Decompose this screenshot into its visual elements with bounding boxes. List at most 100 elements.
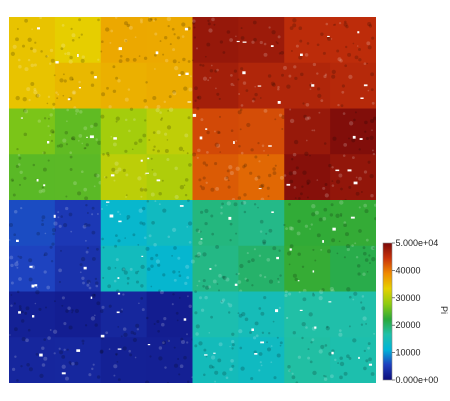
grain-speck	[14, 327, 18, 332]
grain-speck	[195, 47, 199, 50]
void-gap	[77, 54, 79, 57]
grain-speck	[166, 139, 169, 141]
grain-speck	[324, 375, 327, 378]
grain-speck	[260, 364, 263, 367]
grain-speck	[130, 330, 134, 335]
grain-speck	[291, 372, 294, 375]
grain-speck	[31, 28, 33, 31]
mosaic-cell	[238, 245, 285, 293]
grain-speck	[46, 55, 49, 58]
grain-speck	[47, 159, 50, 162]
grain-speck	[370, 194, 374, 198]
grain-speck	[290, 226, 295, 231]
grain-speck	[18, 277, 22, 281]
grain-speck	[28, 367, 33, 372]
grain-speck	[252, 20, 257, 25]
grain-speck	[84, 239, 87, 242]
grain-speck	[52, 329, 58, 334]
grain-speck	[117, 210, 120, 214]
grain-speck	[75, 113, 78, 115]
grain-speck	[17, 255, 20, 258]
grain-speck	[305, 102, 310, 107]
grain-speck	[144, 380, 150, 383]
grain-speck	[367, 160, 371, 164]
grain-speck	[206, 130, 210, 135]
grain-speck	[181, 35, 185, 38]
grain-speck	[137, 176, 142, 181]
grain-speck	[140, 195, 143, 198]
grain-speck	[100, 40, 104, 44]
grain-speck	[158, 346, 163, 350]
grain-speck	[108, 304, 112, 308]
grain-speck	[63, 348, 66, 352]
grain-speck	[14, 262, 19, 267]
void-gap	[86, 136, 88, 138]
void-gap	[258, 188, 262, 190]
mosaic-cell	[238, 108, 285, 155]
grain-speck	[348, 295, 352, 299]
grain-speck	[307, 348, 310, 351]
grain-speck	[25, 306, 30, 311]
mosaic-cell	[330, 291, 376, 338]
grain-speck	[316, 179, 319, 181]
void-gap	[117, 292, 121, 295]
void-gap	[34, 284, 38, 287]
grain-speck	[370, 72, 375, 77]
grain-speck	[259, 230, 263, 233]
grain-speck	[367, 45, 372, 50]
grain-speck	[352, 298, 355, 301]
grain-speck	[136, 328, 140, 331]
grain-speck	[199, 185, 203, 188]
grain-speck	[120, 335, 123, 338]
grain-speck	[365, 359, 369, 363]
grain-speck	[154, 32, 158, 36]
grain-speck	[214, 264, 217, 267]
grain-speck	[137, 244, 140, 246]
grain-speck	[198, 341, 203, 346]
grain-speck	[139, 187, 144, 192]
grain-speck	[267, 74, 272, 78]
grain-speck	[186, 333, 188, 336]
void-gap	[156, 179, 161, 182]
grain-speck	[340, 104, 344, 108]
grain-speck	[137, 270, 140, 273]
grain-speck	[80, 58, 85, 63]
grain-speck	[17, 58, 21, 62]
grain-speck	[173, 246, 177, 250]
mosaic-cell	[284, 62, 331, 110]
grain-speck	[354, 242, 357, 245]
mosaic-cell	[9, 245, 56, 293]
grain-speck	[371, 257, 376, 262]
grain-speck	[321, 288, 325, 292]
grain-speck	[362, 251, 367, 256]
grain-speck	[358, 148, 361, 151]
grain-speck	[153, 68, 156, 70]
void-gap	[155, 51, 159, 55]
grain-speck	[140, 20, 143, 24]
grain-speck	[151, 168, 154, 171]
grain-speck	[125, 57, 130, 62]
grain-speck	[301, 185, 304, 188]
grain-speck	[18, 183, 22, 186]
grain-speck	[301, 265, 305, 269]
grain-speck	[297, 219, 301, 224]
void-gap	[113, 137, 117, 140]
grain-speck	[129, 107, 134, 111]
grain-speck	[331, 180, 334, 183]
grain-speck	[351, 138, 356, 143]
grain-speck	[134, 356, 137, 359]
grain-speck	[218, 97, 221, 100]
grain-speck	[143, 188, 148, 192]
grain-speck	[49, 113, 53, 117]
mosaic-block	[100, 199, 194, 293]
grain-speck	[363, 203, 368, 208]
mosaic-cell	[100, 17, 148, 64]
grain-speck	[202, 176, 206, 180]
grain-speck	[150, 256, 154, 261]
grain-speck	[369, 173, 374, 179]
grain-speck	[184, 281, 188, 286]
mosaic-cell	[54, 62, 102, 110]
grain-speck	[288, 263, 291, 266]
grain-speck	[194, 255, 197, 258]
